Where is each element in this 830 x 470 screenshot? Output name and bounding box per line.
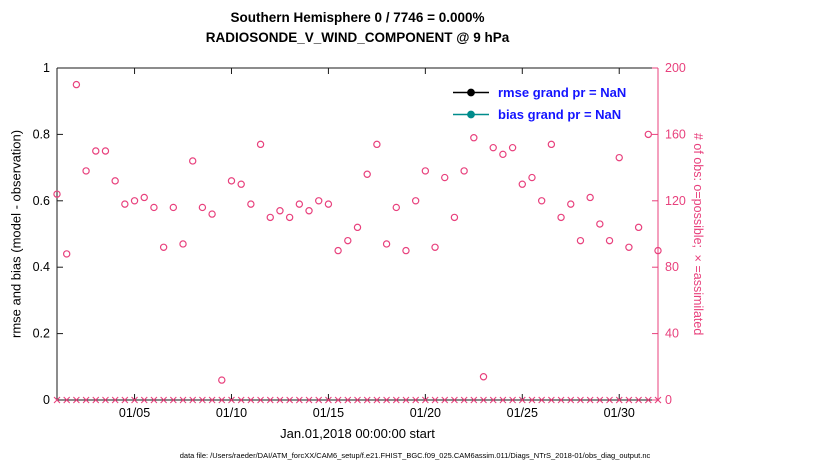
x-axis-ticks: 01/05 01/10 01/15 01/20 01/25 01/30 bbox=[119, 68, 635, 420]
svg-text:01/25: 01/25 bbox=[507, 406, 538, 420]
chart-title-line2: RADIOSONDE_V_WIND_COMPONENT @ 9 hPa bbox=[205, 30, 510, 45]
svg-text:0: 0 bbox=[43, 393, 50, 407]
svg-text:01/05: 01/05 bbox=[119, 406, 150, 420]
svg-text:0.8: 0.8 bbox=[33, 127, 50, 141]
chart-title: Southern Hemisphere 0 / 7746 = 0.000% RA… bbox=[57, 8, 658, 48]
right-axis-label: # of obs: o=possible; ×=assimilated bbox=[691, 132, 705, 336]
rmse-line-marker-icon bbox=[453, 88, 489, 97]
svg-text:0.6: 0.6 bbox=[33, 194, 50, 208]
svg-text:120: 120 bbox=[665, 194, 686, 208]
svg-text:01/15: 01/15 bbox=[313, 406, 344, 420]
svg-text:01/30: 01/30 bbox=[604, 406, 635, 420]
svg-text:0.4: 0.4 bbox=[33, 260, 50, 274]
possible-obs-points bbox=[53, 80, 662, 384]
bias-line-marker-icon bbox=[453, 110, 489, 119]
left-axis-label: rmse and bias (model - observation) bbox=[8, 129, 24, 339]
svg-text:01/20: 01/20 bbox=[410, 406, 441, 420]
svg-text:40: 40 bbox=[665, 327, 679, 341]
left-axis-ticks: 0 0.2 0.4 0.6 0.8 1 bbox=[33, 61, 63, 407]
svg-text:80: 80 bbox=[665, 260, 679, 274]
right-axis-ticks: 0 40 80 120 160 200 bbox=[652, 61, 686, 407]
x-axis-label: Jan.01,2018 00:00:00 start bbox=[280, 426, 435, 441]
chart-title-line1: Southern Hemisphere 0 / 7746 = 0.000% bbox=[230, 10, 485, 25]
svg-text:0.2: 0.2 bbox=[33, 327, 50, 341]
legend-item-rmse: rmse grand pr = NaN bbox=[452, 83, 626, 102]
svg-text:200: 200 bbox=[665, 61, 686, 75]
svg-text:1: 1 bbox=[43, 61, 50, 75]
assimilated-obs-points bbox=[53, 396, 662, 404]
legend-label-rmse: rmse grand pr = NaN bbox=[498, 85, 627, 100]
svg-text:0: 0 bbox=[665, 393, 672, 407]
legend-label-bias: bias grand pr = NaN bbox=[498, 107, 622, 122]
legend-item-bias: bias grand pr = NaN bbox=[452, 105, 626, 124]
legend: rmse grand pr = NaN bias grand pr = NaN bbox=[452, 83, 626, 124]
svg-text:01/10: 01/10 bbox=[216, 406, 247, 420]
svg-text:160: 160 bbox=[665, 127, 686, 141]
data-file-caption: data file: /Users/raeder/DAI/ATM_forcXX/… bbox=[179, 451, 651, 460]
